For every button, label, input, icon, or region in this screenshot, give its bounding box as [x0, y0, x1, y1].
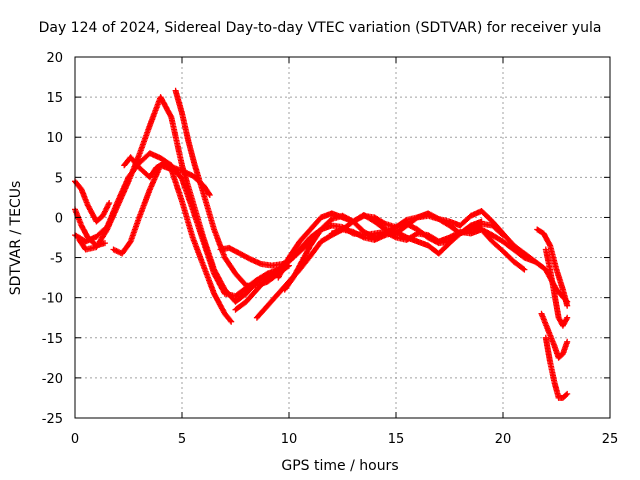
- y-tick-label: 0: [55, 211, 63, 226]
- x-tick-label: 15: [388, 432, 405, 447]
- y-tick-label: -10: [42, 292, 63, 307]
- y-tick-label: -5: [50, 252, 63, 267]
- series-arc-5: [110, 162, 235, 325]
- x-tick-label: 0: [71, 432, 79, 447]
- series-arc-17: [542, 334, 571, 401]
- series-markers: [110, 162, 235, 325]
- y-tick-label: -25: [42, 412, 63, 427]
- series-arc-7: [172, 87, 292, 289]
- y-tick-label: -15: [42, 332, 63, 347]
- series-arc-15: [538, 310, 571, 361]
- y-tick-label: 5: [55, 171, 63, 186]
- series-arc-4: [76, 94, 271, 305]
- x-tick-label: 25: [602, 432, 619, 447]
- y-tick-label: 20: [46, 51, 63, 66]
- y-tick-label: 15: [46, 91, 63, 106]
- series-layer: [72, 87, 571, 401]
- plot-frame: [74, 56, 611, 419]
- x-tick-label: 10: [281, 432, 298, 447]
- chart-title: Day 124 of 2024, Sidereal Day-to-day VTE…: [38, 20, 602, 36]
- y-axis-label: SDTVAR / TECUs: [8, 181, 24, 296]
- series-markers: [72, 150, 282, 300]
- y-tick-label: -20: [42, 372, 63, 387]
- x-tick-label: 20: [495, 432, 512, 447]
- axis-ticks: 0 5 10 15 20 25 20 15 10 5 0 -5 -10 -15 -20 -25: [42, 51, 619, 447]
- y-tick-label: 10: [46, 131, 63, 146]
- series-markers: [76, 94, 271, 305]
- x-axis-label: GPS time / hours: [281, 458, 398, 474]
- series-arc-13: [328, 210, 506, 239]
- x-tick-label: 5: [178, 432, 186, 447]
- series-arc-14: [534, 226, 571, 309]
- series-arc-3: [72, 150, 282, 300]
- series-arc-16: [542, 246, 571, 329]
